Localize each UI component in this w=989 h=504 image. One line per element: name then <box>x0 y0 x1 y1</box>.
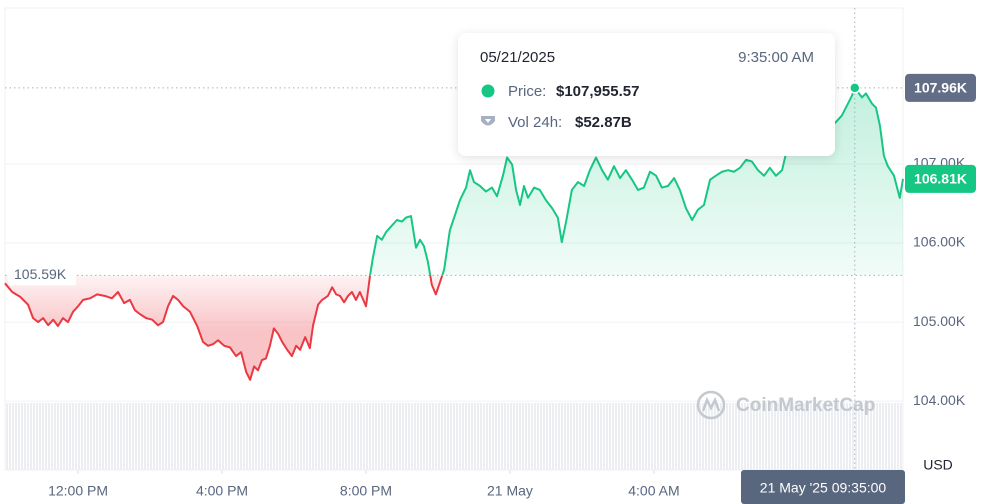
price-area <box>5 87 903 380</box>
y-axis-badge-label: 107.96K <box>914 80 967 96</box>
y-tick-label: 105.00K <box>913 313 966 329</box>
tooltip-volume-icon-inner <box>485 119 491 123</box>
x-tick-label: 12:00 PM <box>48 483 108 499</box>
tooltip-box <box>458 33 835 156</box>
tooltip-price-label: Price: <box>508 83 546 100</box>
y-axis-badge-label: 106.81K <box>914 171 967 187</box>
y-unit: USD <box>923 457 953 473</box>
crosshair-point <box>849 82 861 94</box>
tooltip-price-dot <box>481 84 495 98</box>
watermark: CoinMarketCap <box>696 390 875 420</box>
y-tick-label: 106.00K <box>913 234 966 250</box>
x-tick-label: 4:00 PM <box>196 483 248 499</box>
y-tick-label: 104.00K <box>913 392 966 408</box>
watermark-logo-mark <box>701 396 721 412</box>
x-tick-label: 4:00 AM <box>628 483 679 499</box>
plot: 105.59K <box>4 86 904 381</box>
x-tick-label: 8:00 PM <box>340 483 392 499</box>
reference-label-box <box>8 263 76 286</box>
price-line <box>4 86 904 381</box>
x-axis-badge-label: 21 May '25 09:35:00 <box>760 480 887 496</box>
x-tick-label: 21 May <box>487 483 533 499</box>
tooltip: 05/21/2025 9:35:00 AM Price: $107,955.57… <box>458 33 835 156</box>
y-axis-badge <box>905 73 976 102</box>
tooltip-volume-label: Vol 24h: <box>508 114 562 131</box>
x-axis-badge <box>741 470 905 504</box>
reference-label: 105.59K <box>14 266 67 282</box>
watermark-logo <box>696 390 726 420</box>
tooltip-date: 05/21/2025 <box>480 49 555 66</box>
y-axis-badge <box>905 164 976 193</box>
tooltip-price: $107,955.57 <box>556 83 639 100</box>
tooltip-volume: $52.87B <box>575 114 632 131</box>
watermark-text: CoinMarketCap <box>736 395 875 416</box>
volume-band <box>5 403 903 470</box>
tooltip-time: 9:35:00 AM <box>738 49 814 66</box>
